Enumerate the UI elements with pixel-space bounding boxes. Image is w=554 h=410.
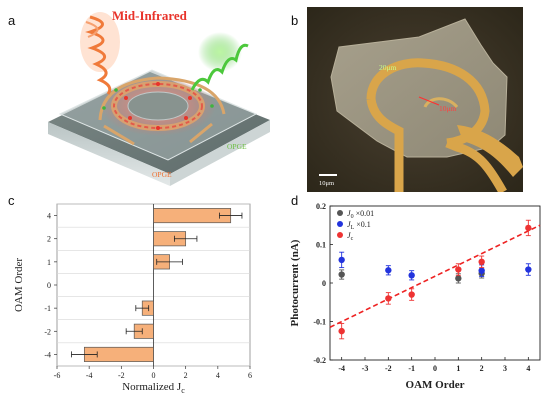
- data-point: [385, 295, 392, 302]
- chart-c-svg: 4 2 1 0 -1 -2 -4 -6 -4 -2 0 2 4 6 Normalized Jc OAM Ord…: [13, 203, 252, 395]
- x-axis-label-sub: c: [181, 386, 185, 395]
- panel-b-micrograph: 20μm 10μm 10μm: [307, 7, 523, 195]
- x-tick-label: -3: [362, 364, 369, 373]
- legend-entry: J0 ×0.01: [347, 209, 374, 220]
- x-axis-label: OAM Order: [406, 379, 465, 391]
- substrate-side-left: [48, 122, 170, 186]
- legend-sub: 0: [351, 214, 354, 220]
- panel-a-device-illustration: Mid-Infrared OPGE OPGE: [30, 2, 280, 187]
- legend-sub: c: [351, 236, 354, 242]
- data-point: [525, 266, 532, 273]
- x-tick-label: 2: [480, 364, 484, 373]
- x-tick-label: 0: [152, 371, 156, 380]
- micrograph-image: 20μm 10μm 10μm: [307, 7, 523, 195]
- x-tick-label: 6: [248, 371, 252, 380]
- x-tick-label: -4: [338, 364, 345, 373]
- opge-label-left: OPGE: [152, 170, 172, 179]
- data-point: [525, 224, 532, 232]
- x-tick-label: 1: [456, 364, 460, 373]
- y-tick-label: 2: [47, 235, 51, 244]
- device-illustration: Mid-Infrared OPGE OPGE: [48, 8, 270, 186]
- y-axis-label: OAM Order: [13, 258, 25, 312]
- scale-bar-text: 10μm: [319, 180, 334, 187]
- x-tick-label: 4: [526, 364, 530, 373]
- substrate-side-right: [170, 120, 270, 186]
- legend-marker: [337, 232, 343, 238]
- panel-c-bar-chart: 4 2 1 0 -1 -2 -4 -6 -4 -2 0 2 4 6 Normalized Jc OAM Ord…: [0, 194, 275, 405]
- legend-sub: L: [351, 225, 355, 231]
- panel-letter-b: b: [291, 13, 299, 28]
- legend-main: J: [347, 209, 351, 218]
- y-tick-label: 0: [322, 279, 326, 288]
- y-axis-label: Photocurrent (nA): [289, 239, 301, 326]
- y-tick-label: 0.2: [316, 202, 326, 211]
- data-point: [455, 266, 462, 273]
- legend-entry: JL ×0.1: [347, 220, 371, 231]
- data-point: [408, 291, 415, 298]
- y-tick-label: 1: [47, 258, 51, 267]
- legend-main: J: [347, 220, 351, 229]
- x-axis-label: Normalized Jc: [122, 381, 185, 395]
- x-tick-label: -2: [118, 371, 125, 380]
- y-tick-label: 0: [47, 281, 51, 290]
- y-tick-label: -0.2: [313, 356, 326, 365]
- panel-letter-a: a: [8, 13, 16, 28]
- panel-letter-c: c: [8, 193, 15, 208]
- data-point: [408, 272, 415, 279]
- x-tick-label: 3: [503, 364, 507, 373]
- data-point: [478, 258, 485, 266]
- legend-marker: [337, 221, 343, 227]
- x-tick-label: 0: [433, 364, 437, 373]
- data-point: [478, 267, 485, 274]
- data-point: [338, 256, 345, 264]
- legend-marker: [337, 210, 343, 216]
- y-tick-label: -4: [44, 350, 51, 359]
- data-point: [338, 327, 345, 335]
- x-axis-label-main: Normalized J: [122, 381, 182, 393]
- x-tick-label: -1: [408, 364, 415, 373]
- opge-label-right: OPGE: [227, 142, 247, 151]
- y-tick-label: 4: [47, 212, 51, 221]
- data-point: [338, 271, 345, 278]
- data-point: [385, 267, 392, 274]
- panel-letter-d: d: [291, 193, 299, 208]
- x-tick-label: -4: [86, 371, 93, 380]
- legend-entry: Jc: [347, 231, 354, 242]
- fit-line: [329, 224, 541, 328]
- output-beam-icon: [190, 32, 249, 91]
- legend-rest: ×0.01: [354, 209, 375, 218]
- panel-a-title: Mid-Infrared: [112, 8, 188, 23]
- y-tick-label: -2: [44, 327, 51, 336]
- x-tick-label: 4: [216, 371, 220, 380]
- y-tick-label: 0.1: [316, 241, 326, 250]
- y-tick-label: -1: [44, 304, 51, 313]
- data-point: [455, 275, 462, 282]
- mid-infrared-beam-icon: [80, 12, 120, 95]
- panel-d-scatter-chart: -0.2 -0.1 0 0.1 0.2 -4 -3 -2 -1 0 1 2 3 4 J0 ×0.01 JL ×…: [282, 194, 554, 405]
- legend-main: J: [347, 231, 351, 240]
- x-tick-label: 2: [184, 371, 188, 380]
- label-20um: 20μm: [379, 63, 397, 72]
- x-tick-label: -6: [54, 371, 61, 380]
- x-tick-label: -2: [385, 364, 392, 373]
- plot-frame: [329, 205, 541, 361]
- y-tick-label: -0.1: [313, 318, 326, 327]
- outer-electrode: [98, 76, 226, 121]
- legend-rest: ×0.1: [354, 220, 371, 229]
- label-10um: 10μm: [439, 104, 457, 113]
